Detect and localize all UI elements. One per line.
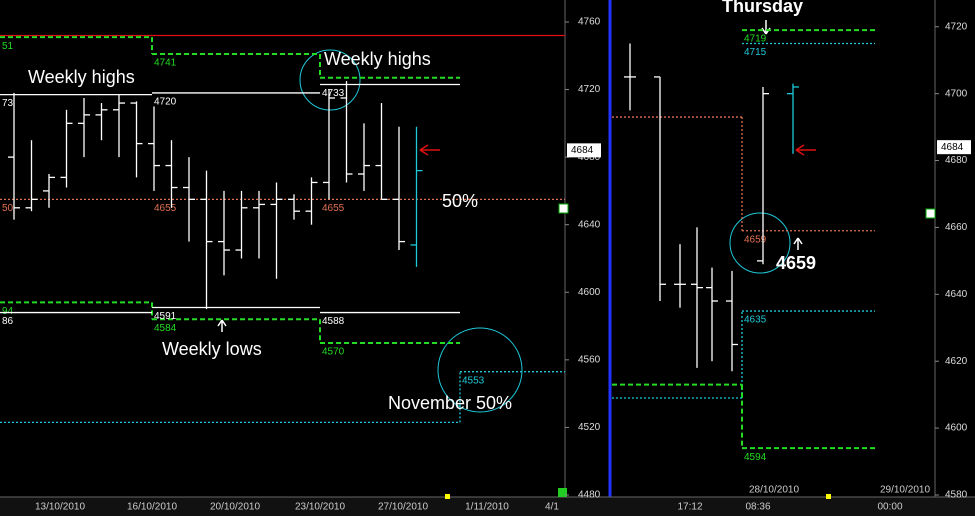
level-label: 4635 — [744, 315, 767, 326]
x-tick-label: 29/10/2010 — [880, 485, 930, 496]
x-tick-label: 08:36 — [745, 502, 770, 513]
scroll-marker — [558, 203, 569, 214]
x-tick-label: 20/10/2010 — [210, 502, 260, 513]
y-tick-label: 4560 — [578, 354, 601, 365]
x-tick-label: 13/10/2010 — [35, 502, 85, 513]
level-label: 51 — [2, 41, 14, 52]
highlight-circle — [729, 212, 791, 274]
current-price-label: 4684 — [571, 145, 594, 156]
y-tick-label: 4600 — [578, 287, 601, 298]
level-label: 4584 — [154, 323, 177, 334]
annotation: Weekly highs — [28, 67, 135, 87]
level-label: 50 — [2, 203, 14, 214]
scroll-marker — [925, 208, 936, 219]
marker — [445, 494, 450, 499]
x-tick-label: 17:12 — [677, 502, 702, 513]
arrow — [795, 144, 816, 156]
current-price-label: 4684 — [941, 142, 964, 153]
level-label: 4741 — [154, 58, 177, 69]
annotation: 50% — [442, 191, 478, 211]
arrow — [217, 319, 227, 332]
annotation: Weekly highs — [324, 49, 431, 69]
y-tick-label: 4640 — [578, 219, 601, 230]
current-price-box — [937, 140, 971, 155]
highlight-circle — [437, 327, 523, 413]
y-tick-label: 4680 — [945, 155, 968, 166]
y-tick-label: 4720 — [578, 84, 601, 95]
arrow — [419, 144, 440, 156]
level-label: 4733 — [322, 88, 345, 99]
arrow — [793, 237, 803, 250]
x-tick-label: 23/10/2010 — [295, 502, 345, 513]
level-label: 4570 — [322, 347, 345, 358]
level-label: 4553 — [462, 375, 485, 386]
level-label: 4655 — [322, 203, 345, 214]
y-tick-label: 4760 — [578, 17, 601, 28]
y-tick-label: 4620 — [945, 356, 968, 367]
annotation: Weekly lows — [162, 339, 262, 359]
x-tick-label: 28/10/2010 — [749, 485, 799, 496]
level-label: 4719 — [744, 34, 767, 45]
status-box — [558, 488, 567, 497]
y-tick-label: 4480 — [578, 490, 601, 501]
y-tick-label: 4700 — [945, 88, 968, 99]
current-price-box — [567, 143, 601, 158]
level-label: 4715 — [744, 47, 767, 58]
level-label: 94 — [2, 306, 14, 317]
level-label: 4594 — [744, 452, 767, 463]
y-tick-label: 4660 — [945, 222, 968, 233]
highlight-circle — [299, 49, 361, 111]
y-tick-label: 4600 — [945, 423, 968, 434]
level-label: 86 — [2, 316, 14, 327]
x-tick-label: 00:00 — [877, 502, 902, 513]
x-tick-label: 4/1 — [545, 502, 559, 513]
y-tick-label: 4580 — [945, 490, 968, 501]
level-label: 4588 — [322, 316, 345, 327]
marker — [826, 494, 831, 499]
level-label: 73 — [2, 98, 14, 109]
x-tick-label: 1/11/2010 — [465, 502, 509, 513]
annotation: Thursday — [722, 0, 803, 16]
annotation: 4659 — [776, 253, 816, 273]
y-tick-label: 4520 — [578, 422, 601, 433]
annotation: November 50% — [388, 393, 512, 413]
time-axis-strip — [0, 497, 975, 516]
x-tick-label: 27/10/2010 — [378, 502, 428, 513]
level-label: 4591 — [154, 311, 177, 322]
x-tick-label: 16/10/2010 — [127, 502, 177, 513]
level-label: 4659 — [744, 234, 767, 245]
level-label: 4655 — [154, 203, 177, 214]
level-label: 4720 — [154, 97, 177, 108]
y-tick-label: 4640 — [945, 289, 968, 300]
y-tick-label: 4720 — [945, 21, 968, 32]
